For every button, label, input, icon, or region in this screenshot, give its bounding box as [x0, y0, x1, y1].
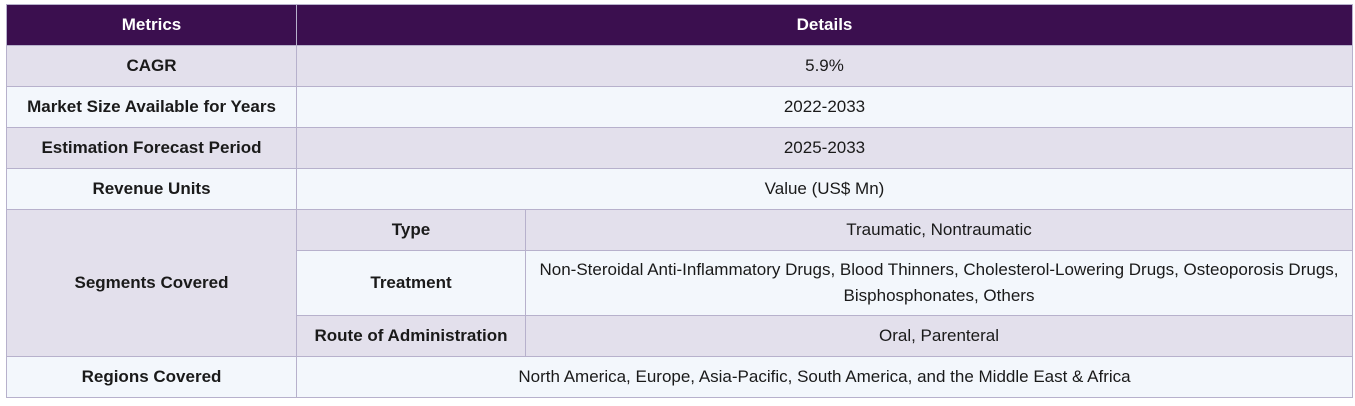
segment-type-label: Type: [296, 209, 526, 251]
segments-covered-label: Segments Covered: [6, 209, 297, 357]
table-header-row: Metrics Details: [6, 4, 1353, 46]
table-row-segment-treatment: Treatment Non-Steroidal Anti-Inflammator…: [7, 250, 1353, 316]
report-coverage-table: Metrics Details CAGR 5.9% Market Size Av…: [6, 4, 1353, 398]
market-size-value: 2022-2033: [296, 86, 1353, 128]
table-row-cagr: CAGR 5.9%: [6, 45, 1353, 87]
cagr-value: 5.9%: [296, 45, 1353, 87]
cagr-label: CAGR: [6, 45, 297, 87]
segment-type-value: Traumatic, Nontraumatic: [525, 209, 1353, 251]
table-row-market-size: Market Size Available for Years 2022-203…: [6, 86, 1353, 128]
table-row-segment-type: Segments Covered Type Traumatic, Nontrau…: [6, 209, 1353, 357]
market-size-label: Market Size Available for Years: [6, 86, 297, 128]
table-row-segment-route: Route of Administration Oral, Parenteral: [7, 315, 1353, 357]
table-row-forecast-period: Estimation Forecast Period 2025-2033: [6, 127, 1353, 169]
revenue-units-label: Revenue Units: [6, 168, 297, 210]
revenue-units-value: Value (US$ Mn): [296, 168, 1353, 210]
metrics-header: Metrics: [6, 4, 297, 46]
table-row-revenue-units: Revenue Units Value (US$ Mn): [6, 168, 1353, 210]
segment-treatment-label: Treatment: [296, 250, 526, 316]
segment-route-label: Route of Administration: [296, 315, 526, 357]
regions-covered-value: North America, Europe, Asia-Pacific, Sou…: [296, 356, 1353, 398]
forecast-period-label: Estimation Forecast Period: [6, 127, 297, 169]
segment-treatment-value: Non-Steroidal Anti-Inflammatory Drugs, B…: [525, 250, 1353, 316]
table-row-regions: Regions Covered North America, Europe, A…: [6, 356, 1353, 398]
regions-covered-label: Regions Covered: [6, 356, 297, 398]
forecast-period-value: 2025-2033: [296, 127, 1353, 169]
segment-route-value: Oral, Parenteral: [525, 315, 1353, 357]
details-header: Details: [296, 4, 1353, 46]
